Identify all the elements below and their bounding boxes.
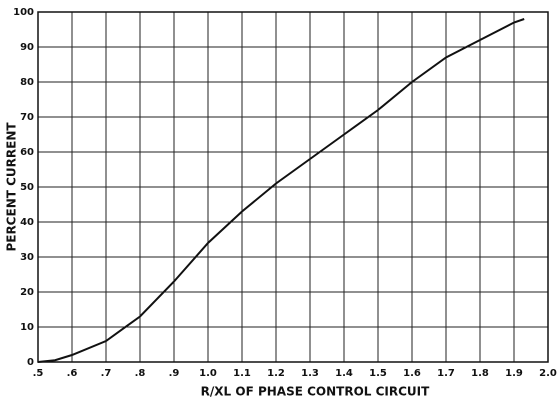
x-tick-label: 1.2 [267, 368, 285, 379]
y-tick-label: 70 [20, 112, 34, 123]
y-tick-label: 90 [20, 42, 34, 53]
x-tick-label: 1.6 [403, 368, 421, 379]
x-tick-label: 1.0 [199, 368, 217, 379]
y-tick-label: 80 [20, 77, 34, 88]
x-tick-label: 1.5 [369, 368, 387, 379]
x-tick-label: 2.0 [539, 368, 557, 379]
y-tick-label: 20 [20, 287, 34, 298]
x-tick-label: .6 [67, 368, 78, 379]
plot-frame [37, 11, 549, 363]
x-tick-label: 1.7 [437, 368, 455, 379]
y-tick-label: 50 [20, 182, 34, 193]
x-tick-label: 1.4 [335, 368, 353, 379]
y-axis-label: PERCENT CURRENT [5, 122, 19, 252]
x-axis-label: R/XL OF PHASE CONTROL CIRCUIT [201, 385, 430, 399]
x-tick-label: .7 [101, 368, 112, 379]
x-tick-label: 1.9 [505, 368, 523, 379]
x-tick-label: .8 [135, 368, 146, 379]
x-tick-label: 1.3 [301, 368, 319, 379]
data-line [37, 18, 525, 363]
x-tick-label: 1.8 [471, 368, 489, 379]
y-tick-label: 100 [13, 7, 34, 18]
y-tick-label: 0 [27, 357, 34, 368]
y-tick-label: 60 [20, 147, 34, 158]
y-tick-label: 40 [20, 217, 34, 228]
y-tick-label: 10 [20, 322, 34, 333]
y-tick-label: 30 [20, 252, 34, 263]
x-tick-label: .9 [169, 368, 180, 379]
x-tick-label: .5 [33, 368, 44, 379]
x-tick-label: 1.1 [233, 368, 251, 379]
